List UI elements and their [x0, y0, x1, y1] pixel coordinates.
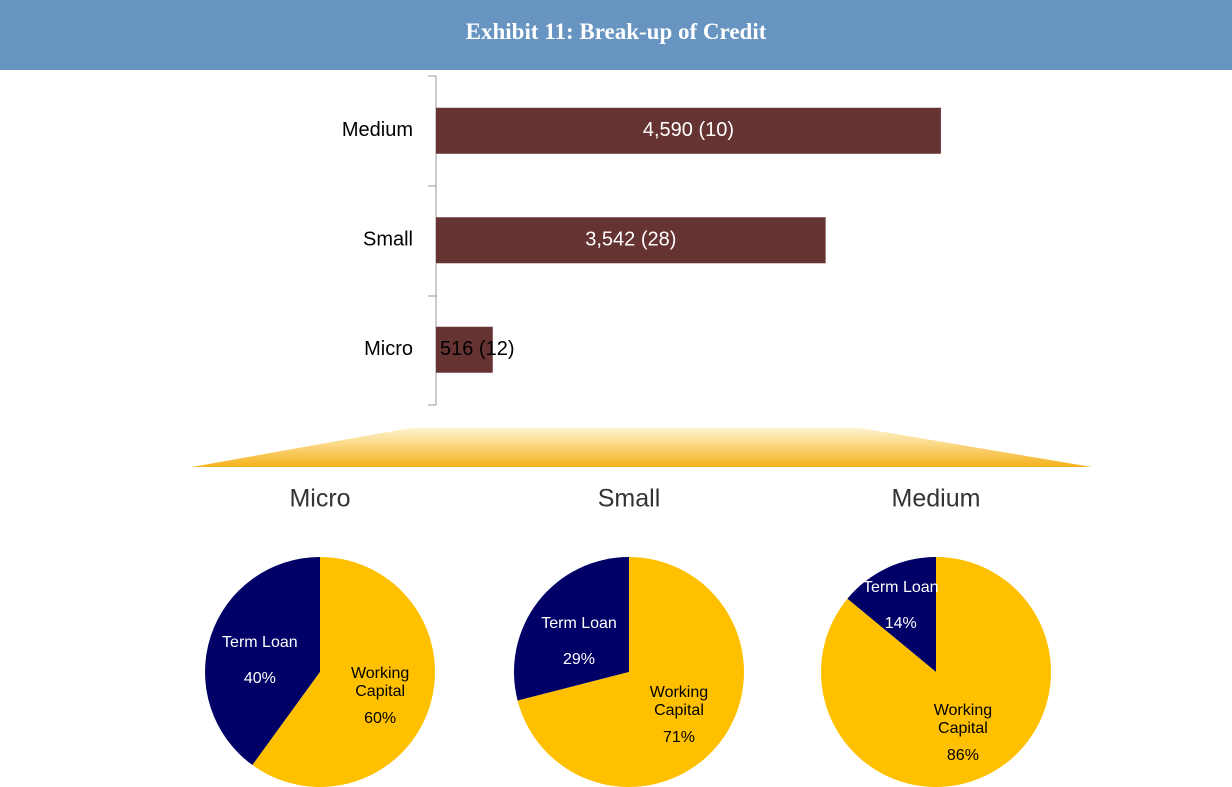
- category-label: Micro: [364, 338, 413, 360]
- slice-label: Working Capital: [649, 683, 709, 719]
- pie-slice: [517, 557, 744, 787]
- pie-title: Small: [598, 485, 661, 513]
- funnel-shape: [192, 428, 1092, 467]
- header-title: Exhibit 11: Break-up of Credit: [0, 0, 1232, 70]
- slice-value: 86%: [946, 747, 979, 765]
- slice-label: Working Capital: [933, 702, 993, 738]
- slice-value: 40%: [243, 670, 276, 688]
- slice-label: Working Capital: [350, 664, 410, 700]
- pie-title: Medium: [892, 485, 981, 513]
- pie-slice: [205, 557, 320, 766]
- value-label: 516 (12): [440, 338, 515, 360]
- slice-label: Term Loan: [862, 579, 939, 597]
- slice-label: Term Loan: [222, 634, 298, 652]
- pie-slice: [252, 557, 436, 787]
- bar-axis: [428, 75, 437, 406]
- slice-value: 14%: [884, 615, 917, 633]
- pie-slice: [513, 557, 629, 701]
- slice-value: 60%: [364, 709, 397, 727]
- pie-slice: [847, 557, 936, 672]
- value-label: 3,542 (28): [585, 229, 676, 251]
- slice-label: Term Loan: [541, 615, 617, 633]
- category-label: Small: [363, 229, 413, 251]
- category-label: Medium: [342, 119, 413, 141]
- slice-value: 29%: [563, 651, 596, 669]
- pie-title: Micro: [289, 485, 350, 513]
- value-label: 4,590 (10): [643, 119, 734, 141]
- bar: [436, 217, 826, 264]
- pie-slice: [820, 557, 1051, 787]
- bar: [436, 326, 493, 373]
- bar: [436, 107, 941, 154]
- slice-value: 71%: [662, 728, 695, 746]
